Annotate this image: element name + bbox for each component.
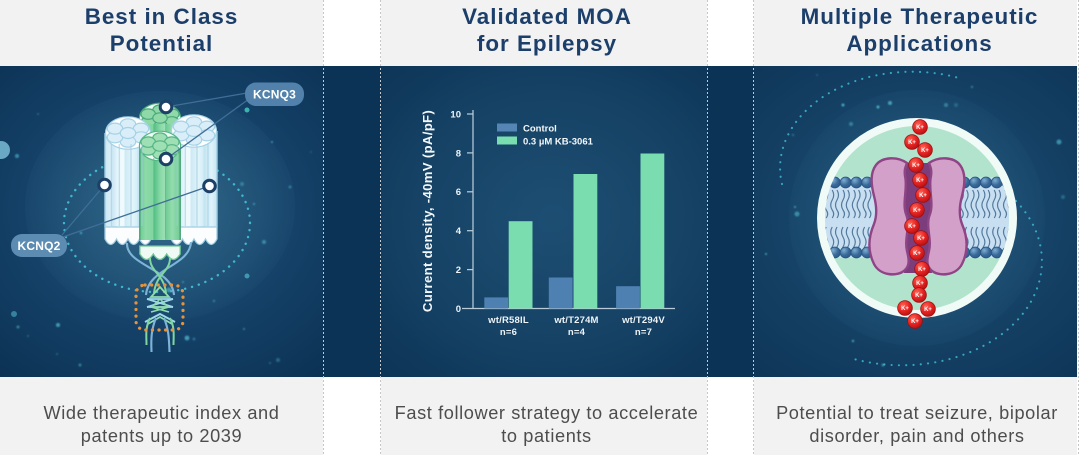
svg-text:Control: Control [523,124,557,135]
svg-text:K+: K+ [916,125,924,131]
svg-text:K+: K+ [913,208,921,214]
svg-text:wt/T274M: wt/T274M [553,315,598,326]
svg-text:K+: K+ [918,267,926,273]
svg-text:2: 2 [456,265,461,276]
svg-text:KCNQ3: KCNQ3 [253,88,296,102]
svg-text:4: 4 [456,226,462,237]
svg-text:n=6: n=6 [500,327,517,338]
svg-text:K+: K+ [901,306,909,312]
svg-text:0: 0 [456,304,461,315]
svg-text:K+: K+ [913,251,921,257]
svg-text:KCNQ2: KCNQ2 [17,239,60,253]
svg-text:K+: K+ [924,307,932,313]
svg-text:0.3 µM KB-3061: 0.3 µM KB-3061 [523,137,594,148]
svg-text:K+: K+ [916,281,924,287]
svg-text:6: 6 [456,187,461,198]
svg-text:K+: K+ [908,140,916,146]
svg-text:n=4: n=4 [568,327,586,338]
svg-text:10: 10 [450,109,461,120]
svg-text:wt/R58IL: wt/R58IL [487,315,529,326]
svg-text:n=7: n=7 [635,327,652,338]
svg-text:wt/T294V: wt/T294V [621,315,665,326]
svg-text:K+: K+ [921,148,929,154]
svg-text:K+: K+ [912,163,920,169]
svg-text:K+: K+ [915,293,923,299]
svg-text:Current density, -40mV (pA/pF): Current density, -40mV (pA/pF) [420,110,435,312]
svg-text:K+: K+ [911,319,919,325]
svg-text:K+: K+ [917,236,925,242]
svg-text:8: 8 [456,148,461,159]
svg-text:K+: K+ [916,178,924,184]
svg-text:K+: K+ [919,193,927,199]
svg-text:K+: K+ [908,224,916,230]
